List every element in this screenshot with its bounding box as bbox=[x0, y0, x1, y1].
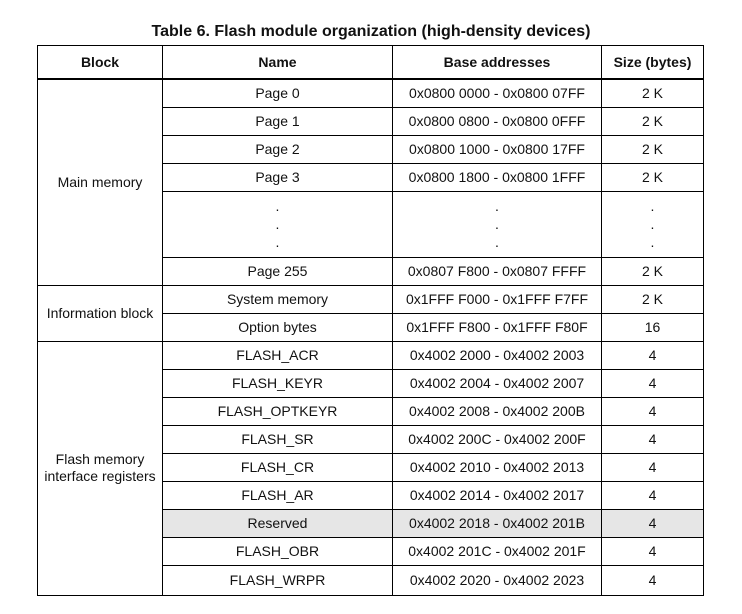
header-address: Base addresses bbox=[392, 45, 602, 80]
cell-name: FLASH_CR bbox=[162, 452, 393, 482]
cell-size: 4 bbox=[601, 340, 704, 370]
cell-size: 2 K bbox=[601, 106, 704, 136]
cell-size: 4 bbox=[601, 452, 704, 482]
ellipsis-name: . . . bbox=[162, 190, 393, 258]
cell-size: 16 bbox=[601, 312, 704, 342]
cell-name: System memory bbox=[162, 284, 393, 314]
cell-name: Option bytes bbox=[162, 312, 393, 342]
cell-address: 0x4002 2010 - 0x4002 2013 bbox=[392, 452, 602, 482]
cell-address: 0x4002 201C - 0x4002 201F bbox=[392, 536, 602, 566]
cell-name: FLASH_WRPR bbox=[162, 564, 393, 596]
block-registers: Flash memory interface registers bbox=[37, 340, 163, 596]
cell-address: 0x4002 2018 - 0x4002 201B bbox=[392, 508, 602, 538]
cell-size: 2 K bbox=[601, 78, 704, 108]
cell-address: 0x4002 200C - 0x4002 200F bbox=[392, 424, 602, 454]
cell-name: Page 1 bbox=[162, 106, 393, 136]
cell-size: 4 bbox=[601, 480, 704, 510]
ellipsis-dot: . bbox=[495, 216, 499, 232]
table-caption: Table 6. Flash module organization (high… bbox=[151, 23, 591, 40]
header-row: Block Name Base addresses Size (bytes) bbox=[37, 45, 704, 80]
table-row: FLASH_SR 0x4002 200C - 0x4002 200F 4 bbox=[38, 424, 704, 454]
cell-name: Reserved bbox=[162, 508, 393, 538]
cell-size: 2 K bbox=[601, 162, 704, 192]
ellipsis-dot: . bbox=[650, 234, 655, 250]
table-row: FLASH_WRPR 0x4002 2020 - 0x4002 2023 4 bbox=[38, 564, 704, 596]
cell-name: FLASH_KEYR bbox=[162, 368, 393, 398]
cell-name: Page 0 bbox=[162, 78, 393, 108]
cell-size: 2 K bbox=[601, 256, 704, 286]
table-row: Flash memory interface registers FLASH_A… bbox=[37, 340, 704, 596]
table-row: FLASH_CR 0x4002 2010 - 0x4002 2013 4 bbox=[38, 452, 704, 482]
cell-address: 0x4002 2020 - 0x4002 2023 bbox=[392, 564, 602, 596]
cell-address: 0x4002 2004 - 0x4002 2007 bbox=[392, 368, 602, 398]
ellipsis-dot: . bbox=[650, 198, 655, 214]
cell-name: FLASH_SR bbox=[162, 424, 393, 454]
cell-address: 0x0800 1800 - 0x0800 1FFF bbox=[392, 162, 602, 192]
table-row: Page 2 0x0800 1000 - 0x0800 17FF 2 K bbox=[38, 134, 704, 164]
cell-size: 4 bbox=[601, 424, 704, 454]
ellipsis-dot: . bbox=[275, 216, 280, 232]
ellipsis-dot: . bbox=[275, 234, 280, 250]
cell-address: 0x0800 1000 - 0x0800 17FF bbox=[392, 134, 602, 164]
cell-name: FLASH_OBR bbox=[162, 536, 393, 566]
ellipsis-dot: . bbox=[650, 216, 655, 232]
table-row: FLASH_OBR 0x4002 201C - 0x4002 201F 4 bbox=[38, 536, 704, 566]
table-row: Main memory Page 0 0x0800 0000 - 0x0800 … bbox=[37, 78, 704, 286]
cell-name: FLASH_OPTKEYR bbox=[162, 396, 393, 426]
header-name: Name bbox=[162, 45, 393, 80]
cell-size: 4 bbox=[601, 368, 704, 398]
cell-size: 4 bbox=[601, 508, 704, 538]
cell-address: 0x1FFF F800 - 0x1FFF F80F bbox=[392, 312, 602, 342]
cell-name: Page 3 bbox=[162, 162, 393, 192]
cell-size: 2 K bbox=[601, 284, 704, 314]
cell-address: 0x0807 F800 - 0x0807 FFFF bbox=[392, 256, 602, 286]
ellipsis-address: . . . bbox=[392, 190, 602, 258]
ellipsis-dot: . bbox=[495, 198, 499, 214]
cell-name: FLASH_ACR bbox=[162, 340, 393, 370]
cell-address: 0x4002 2014 - 0x4002 2017 bbox=[392, 480, 602, 510]
header-size: Size (bytes) bbox=[601, 45, 704, 80]
flash-organization-table: Block Name Base addresses Size (bytes) M… bbox=[37, 45, 704, 596]
table-row: Page 1 0x0800 0800 - 0x0800 0FFF 2 K bbox=[38, 106, 704, 136]
cell-address: 0x0800 0800 - 0x0800 0FFF bbox=[392, 106, 602, 136]
cell-address: 0x4002 2008 - 0x4002 200B bbox=[392, 396, 602, 426]
ellipsis-dot: . bbox=[275, 198, 280, 214]
cell-size: 4 bbox=[601, 564, 704, 596]
cell-address: 0x1FFF F000 - 0x1FFF F7FF bbox=[392, 284, 602, 314]
cell-name: Page 255 bbox=[162, 256, 393, 286]
table-row: FLASH_AR 0x4002 2014 - 0x4002 2017 4 bbox=[38, 480, 704, 510]
cell-name: Page 2 bbox=[162, 134, 393, 164]
block-information: Information block bbox=[37, 284, 163, 342]
ellipsis-size: . . . bbox=[601, 190, 704, 258]
cell-address: 0x0800 0000 - 0x0800 07FF bbox=[392, 78, 602, 108]
cell-size: 4 bbox=[601, 536, 704, 566]
reserved-row: Reserved 0x4002 2018 - 0x4002 201B 4 bbox=[38, 508, 704, 538]
cell-address: 0x4002 2000 - 0x4002 2003 bbox=[392, 340, 602, 370]
cell-name: FLASH_AR bbox=[162, 480, 393, 510]
header-block: Block bbox=[37, 45, 163, 80]
table-row: Information block System memory 0x1FFF F… bbox=[37, 284, 704, 342]
table-row: FLASH_KEYR 0x4002 2004 - 0x4002 2007 4 bbox=[38, 368, 704, 398]
block-main-memory: Main memory bbox=[37, 78, 163, 286]
cell-size: 4 bbox=[601, 396, 704, 426]
ellipsis-dot: . bbox=[495, 234, 499, 250]
table-row: Page 3 0x0800 1800 - 0x0800 1FFF 2 K bbox=[38, 162, 704, 192]
cell-size: 2 K bbox=[601, 134, 704, 164]
